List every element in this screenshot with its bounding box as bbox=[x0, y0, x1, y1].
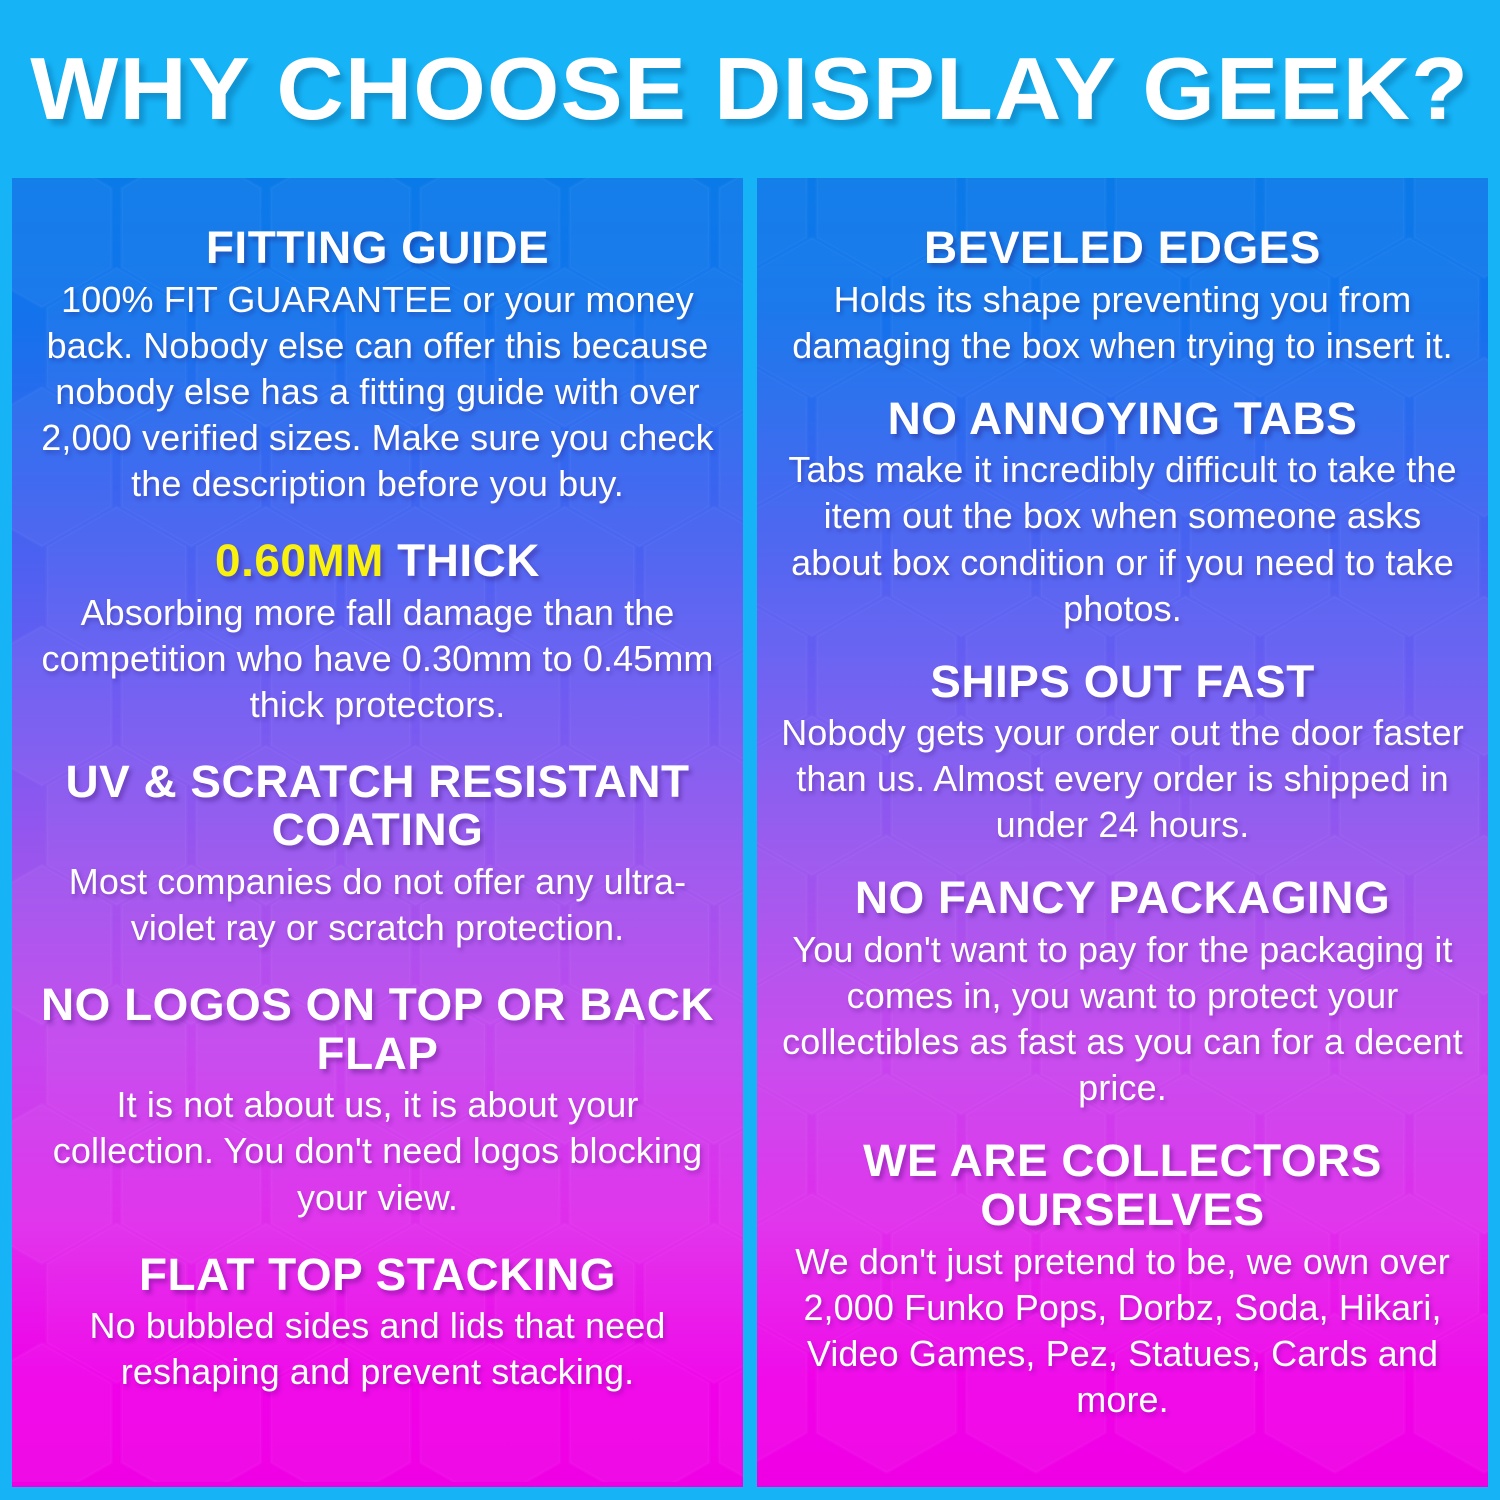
feature-block-no-fancy-packaging: NO FANCY PACKAGING You don't want to pay… bbox=[775, 874, 1470, 1111]
columns-container: FITTING GUIDE 100% FIT GUARANTEE or your… bbox=[12, 178, 1488, 1487]
header: WHY CHOOSE DISPLAY GEEK? bbox=[0, 0, 1500, 178]
feature-title: 0.60MM THICK bbox=[23, 534, 732, 586]
feature-body: Tabs make it incredibly difficult to tak… bbox=[788, 449, 1457, 629]
feature-block-thickness: 0.60MM THICK Absorbing more fall damage … bbox=[30, 536, 725, 728]
thickness-highlight: 0.60MM bbox=[215, 534, 384, 586]
feature-block-no-annoying-tabs: NO ANNOYING TABS Tabs make it incredibly… bbox=[775, 394, 1470, 632]
feature-block-ships-out-fast: SHIPS OUT FAST Nobody gets your order ou… bbox=[775, 657, 1470, 849]
feature-block-flat-top-stacking: FLAT TOP STACKING No bubbled sides and l… bbox=[30, 1250, 725, 1396]
page-title: WHY CHOOSE DISPLAY GEEK? bbox=[30, 39, 1470, 138]
feature-title: WE ARE COLLECTORS OURSELVES bbox=[863, 1135, 1382, 1235]
thickness-suffix: THICK bbox=[383, 534, 540, 586]
feature-block-beveled-edges: BEVELED EDGES Holds its shape preventing… bbox=[775, 223, 1470, 369]
feature-body: 100% FIT GUARANTEE or your money back. N… bbox=[41, 278, 714, 504]
feature-title: UV & SCRATCH RESISTANT COATING bbox=[65, 755, 690, 856]
right-panel-content: BEVELED EDGES Holds its shape preventing… bbox=[775, 223, 1470, 1423]
feature-block-we-are-collectors: WE ARE COLLECTORS OURSELVES We don't jus… bbox=[775, 1137, 1470, 1423]
feature-title: NO FANCY PACKAGING bbox=[854, 872, 1391, 924]
feature-title: BEVELED EDGES bbox=[924, 222, 1321, 273]
feature-body: Absorbing more fall damage than the comp… bbox=[41, 591, 714, 725]
left-panel-content: FITTING GUIDE 100% FIT GUARANTEE or your… bbox=[30, 223, 725, 1396]
feature-body: Nobody gets your order out the door fast… bbox=[781, 712, 1464, 846]
feature-body: It is not about us, it is about your col… bbox=[52, 1084, 703, 1218]
feature-block-fitting-guide: FITTING GUIDE 100% FIT GUARANTEE or your… bbox=[30, 223, 725, 507]
feature-body: We don't just pretend to be, we own over… bbox=[795, 1240, 1450, 1420]
feature-title: NO ANNOYING TABS bbox=[887, 392, 1358, 444]
left-feature-panel: FITTING GUIDE 100% FIT GUARANTEE or your… bbox=[12, 178, 743, 1487]
feature-title: FLAT TOP STACKING bbox=[138, 1248, 617, 1300]
feature-block-uv-scratch: UV & SCRATCH RESISTANT COATING Most comp… bbox=[30, 757, 725, 951]
feature-body: Most companies do not offer any ultra-vi… bbox=[68, 861, 687, 949]
feature-title: NO LOGOS ON TOP OR BACK FLAP bbox=[40, 979, 715, 1079]
feature-body: No bubbled sides and lids that need resh… bbox=[89, 1305, 666, 1393]
feature-title: FITTING GUIDE bbox=[205, 222, 550, 273]
feature-body: You don't want to pay for the packaging … bbox=[782, 929, 1463, 1109]
right-feature-panel: BEVELED EDGES Holds its shape preventing… bbox=[757, 178, 1488, 1487]
feature-title: SHIPS OUT FAST bbox=[930, 655, 1315, 707]
feature-body: Holds its shape preventing you from dama… bbox=[792, 278, 1453, 366]
feature-block-no-logos: NO LOGOS ON TOP OR BACK FLAP It is not a… bbox=[30, 980, 725, 1220]
